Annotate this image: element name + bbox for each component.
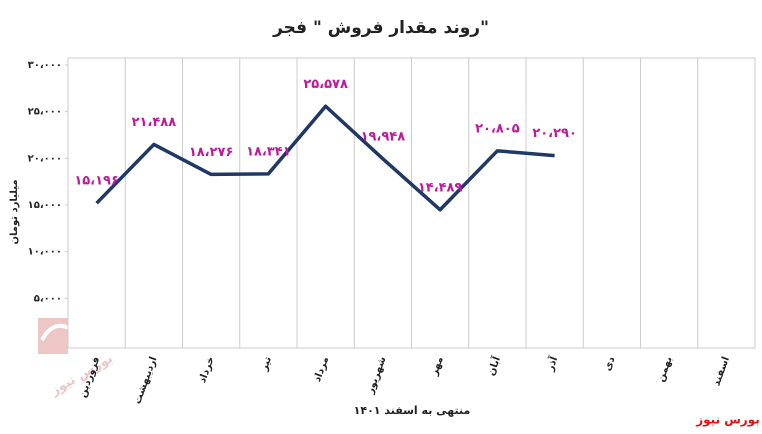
y-tick-label: ۲۰،۰۰۰ [28, 153, 62, 164]
data-label: ۱۴،۴۸۹ [418, 180, 463, 195]
x-tick-label: اسفند [711, 355, 732, 387]
x-tick-label: آذر [543, 354, 561, 373]
data-label: ۱۸،۳۴۱ [246, 144, 291, 159]
x-tick-label: اردیبهشت [132, 355, 159, 405]
x-tick-label: مرداد [312, 355, 331, 383]
data-label: ۱۹،۹۴۸ [361, 129, 406, 144]
y-tick-label: ۳۰،۰۰۰ [28, 60, 62, 71]
x-tick-label: مهر [429, 355, 446, 378]
y-tick-label: ۱۰،۰۰۰ [28, 247, 62, 258]
source: بورس نیوز [695, 413, 760, 428]
data-label: ۲۱،۴۸۸ [132, 115, 177, 130]
x-tick-label: خرداد [197, 355, 217, 384]
data-label: ۲۰،۲۹۰ [532, 126, 577, 141]
data-label: ۱۸،۲۷۶ [189, 145, 234, 160]
x-tick-label: بهمن [656, 355, 675, 383]
data-label: ۲۵،۵۷۸ [303, 77, 348, 92]
x-axis-label: منتهی به اسفند ۱۴۰۱ [354, 404, 471, 417]
chart-title: روند مقدار فروش " فجر" [272, 18, 489, 38]
x-tick-label: دی [602, 355, 617, 372]
y-tick-label: ۱۵،۰۰۰ [28, 200, 62, 211]
logo: بورس نیوز [38, 318, 116, 399]
x-tick-label: آبان [484, 354, 503, 377]
series-line [95, 104, 555, 212]
y-tick-label: ۲۵،۰۰۰ [28, 107, 62, 118]
y-axis-label: میلیارد تومان [9, 179, 20, 244]
data-label: ۱۵،۱۹۶ [74, 174, 119, 189]
data-label: ۲۰،۸۰۵ [475, 121, 520, 136]
x-tick-label: تیر [259, 355, 275, 373]
x-tick-label: شهریور [365, 355, 389, 396]
y-tick-label: ۵،۰۰۰ [34, 293, 62, 304]
logo-arc [40, 323, 74, 342]
